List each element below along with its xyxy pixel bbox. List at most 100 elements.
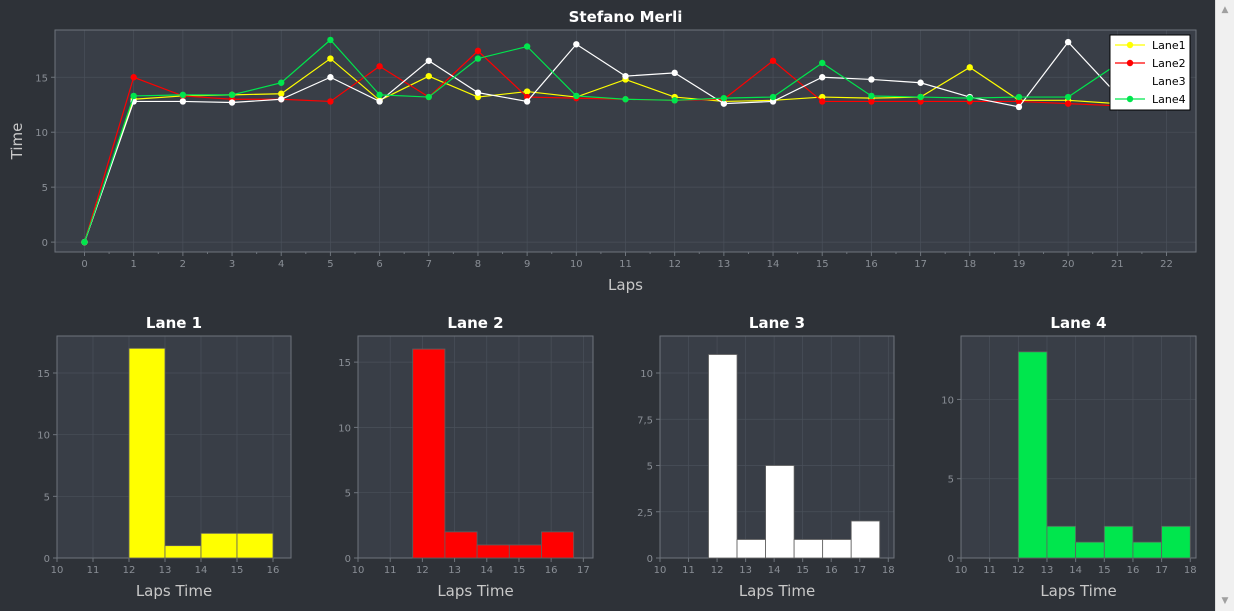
main-x-tick-label: 8 [475, 259, 481, 270]
lane3-histogram-bar [736, 539, 766, 559]
lane2-plot-area [358, 336, 593, 558]
lane1-x-tick-label: 12 [123, 565, 136, 576]
scroll-up-icon[interactable]: ▲ [1221, 5, 1229, 15]
lane1-chart-title: Lane 1 [146, 314, 202, 332]
legend-box [1109, 34, 1191, 111]
data-point-lane3 [769, 98, 777, 105]
main-x-tick-label: 1 [131, 259, 137, 270]
lane1-y-tick-label: 15 [37, 369, 50, 380]
lane4-x-tick-label: 17 [1155, 565, 1168, 576]
data-point-lane4 [523, 43, 531, 50]
scroll-down-icon[interactable]: ▼ [1221, 596, 1229, 606]
main-x-tick-label: 18 [963, 259, 976, 270]
lane1-x-tick-label: 13 [159, 565, 172, 576]
main-x-axis-label: Laps [608, 276, 643, 294]
main-x-tick-label: 11 [619, 259, 632, 270]
data-point-lane4 [671, 97, 678, 104]
main-x-tick-label: 2 [180, 259, 186, 270]
lane3-x-tick-label: 12 [711, 565, 724, 576]
data-point-lane3 [868, 76, 875, 83]
data-point-lane2 [917, 98, 924, 105]
lane2-x-tick-label: 13 [448, 565, 461, 576]
lane2-histogram-bar [476, 544, 510, 559]
main-x-tick-label: 6 [376, 259, 382, 270]
data-point-lane4 [228, 91, 236, 99]
lane3-x-tick-label: 11 [682, 565, 695, 576]
legend-label-lane4: Lane4 [1152, 93, 1186, 106]
lane3-y-tick-label: 2,5 [637, 508, 653, 519]
lane3-x-tick-label: 15 [796, 565, 809, 576]
data-point-lane4 [917, 93, 924, 101]
lane4-x-tick-label: 14 [1069, 565, 1082, 576]
data-point-lane4 [474, 55, 482, 62]
vertical-scrollbar[interactable]: ▲ ▼ [1215, 0, 1234, 611]
data-point-lane4 [81, 238, 88, 246]
data-point-lane1 [425, 72, 432, 80]
lane3-histogram-bar [850, 520, 881, 559]
data-point-lane4 [278, 79, 285, 86]
lane4-histogram-bar [1017, 351, 1048, 559]
lane3-x-tick-label: 16 [825, 565, 838, 576]
lane4-x-tick-label: 12 [1012, 565, 1025, 576]
legend-marker-lane2 [1126, 59, 1134, 67]
lane4-chart-title: Lane 4 [1050, 314, 1106, 332]
lane2-x-tick-label: 12 [416, 565, 429, 576]
lane2-x-axis-label: Laps Time [437, 582, 513, 600]
main-x-tick-label: 14 [767, 259, 780, 270]
data-point-lane4 [868, 92, 875, 100]
lane3-histogram-bar [765, 465, 795, 559]
lane1-x-tick-label: 11 [87, 565, 100, 576]
data-point-lane2 [474, 47, 482, 55]
main-x-tick-label: 5 [327, 259, 333, 270]
main-x-tick-label: 4 [278, 259, 284, 270]
data-point-lane3 [622, 72, 629, 80]
main-x-tick-label: 21 [1111, 259, 1124, 270]
lane4-histogram-bar [1103, 525, 1134, 559]
lane2-y-tick-label: 5 [345, 489, 351, 500]
lane4-y-tick-label: 0 [948, 554, 954, 565]
main-x-tick-label: 3 [229, 259, 235, 270]
main-x-tick-label: 17 [914, 259, 927, 270]
lane4-x-tick-label: 13 [1041, 565, 1054, 576]
lane1-histogram-bar [200, 532, 238, 559]
main-y-tick-label: 15 [35, 73, 48, 84]
main-y-axis-label: Time [8, 123, 26, 161]
data-point-lane3 [376, 98, 383, 105]
lane3-histogram-bar [708, 354, 738, 559]
data-point-lane4 [720, 94, 728, 102]
data-point-lane4 [573, 92, 580, 100]
lane2-x-tick-label: 17 [577, 565, 590, 576]
data-point-lane4 [179, 91, 187, 99]
data-point-lane2 [130, 74, 137, 81]
lane4-x-tick-label: 10 [955, 565, 968, 576]
lane4-x-axis-label: Laps Time [1040, 582, 1116, 600]
data-point-lane4 [1015, 93, 1023, 101]
data-point-lane3 [425, 57, 432, 64]
lane1-x-axis-label: Laps Time [136, 582, 212, 600]
data-point-lane4 [966, 94, 973, 102]
lane4-x-tick-label: 15 [1098, 565, 1111, 576]
lane4-y-tick-label: 10 [941, 395, 954, 406]
lane1-y-tick-label: 0 [44, 554, 50, 565]
lane2-y-tick-label: 0 [345, 554, 351, 565]
lane1-x-tick-label: 15 [231, 565, 244, 576]
data-point-lane3 [917, 79, 924, 86]
data-point-lane3 [228, 99, 236, 106]
main-x-tick-label: 9 [524, 259, 530, 270]
data-point-lane2 [1015, 98, 1023, 105]
data-point-lane2 [868, 98, 875, 105]
data-point-lane2 [376, 63, 383, 70]
main-x-tick-label: 12 [668, 259, 681, 270]
data-point-lane3 [179, 98, 187, 105]
main-x-tick-label: 15 [816, 259, 829, 270]
main-x-tick-label: 13 [717, 259, 730, 270]
lane4-x-tick-label: 11 [983, 565, 996, 576]
lane2-chart-title: Lane 2 [447, 314, 503, 332]
lane2-histogram-bar [508, 544, 542, 559]
lane4-histogram-bar [1132, 541, 1163, 559]
data-point-lane3 [720, 100, 728, 107]
lane1-y-tick-label: 5 [44, 492, 50, 503]
lane1-plot-area [57, 336, 291, 558]
lane1-histogram-bar [128, 347, 166, 559]
